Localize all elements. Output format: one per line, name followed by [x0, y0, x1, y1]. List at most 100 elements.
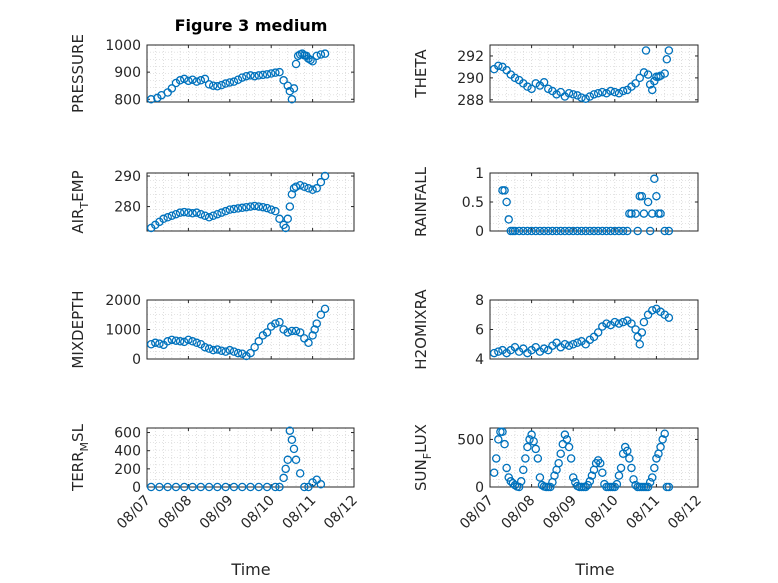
data-point [664, 313, 674, 322]
data-point [539, 78, 549, 87]
data-point [204, 213, 214, 222]
data-point [618, 317, 628, 327]
data-point [623, 226, 632, 236]
y-axis-label-subscript: T [78, 202, 91, 210]
data-point [293, 51, 303, 61]
y-axis-label: AIRTEMP [69, 170, 91, 233]
data-point [531, 444, 541, 454]
data-point [254, 482, 264, 492]
y-tick-label: 292 [457, 49, 484, 65]
data-point [641, 46, 651, 55]
data-point [568, 339, 578, 349]
data-point [548, 226, 557, 236]
data-point [660, 69, 669, 78]
data-point [550, 471, 559, 480]
data-point [573, 338, 582, 348]
data-point [585, 477, 595, 486]
y-axis-label: PRESSURE [69, 34, 87, 113]
data-point [167, 84, 177, 93]
subplot-mixdepth: 0 1000 2000 MIXDEPTH [69, 290, 355, 369]
data-point [514, 482, 524, 492]
data-point [533, 454, 543, 463]
data-point [312, 51, 321, 61]
data-point [275, 482, 284, 492]
data-point [213, 482, 222, 492]
data-point [308, 331, 317, 340]
data-point [250, 71, 259, 81]
data-point [163, 88, 172, 97]
y-tick-label: 288 [457, 93, 484, 109]
data-point [643, 197, 653, 207]
data-point [639, 68, 649, 77]
data-point [146, 95, 156, 104]
data-point [519, 465, 528, 475]
data-point [556, 449, 565, 458]
data-point [546, 482, 555, 492]
data-point [527, 84, 536, 94]
data-point [289, 444, 299, 454]
data-point [312, 319, 321, 328]
subplot-h2omixra: 4 6 8 H2OMIXRA [412, 289, 699, 370]
figure-title: Figure 3 medium [175, 16, 328, 35]
data-point [625, 454, 634, 463]
data-point [564, 226, 574, 236]
data-point [510, 226, 520, 236]
data-point [660, 429, 669, 438]
data-point [213, 82, 222, 91]
data-point [184, 208, 193, 217]
subplot-theta: 288 290 292 THETA [412, 44, 699, 109]
data-point [217, 80, 226, 90]
y-tick-label: 400 [114, 444, 141, 460]
data-point [300, 182, 309, 191]
data-point [217, 346, 226, 355]
y-tick-label: 4 [475, 352, 484, 368]
data-point [602, 88, 611, 98]
data-point [308, 57, 317, 66]
data-point [514, 226, 524, 236]
data-point [163, 482, 172, 492]
data-point [254, 337, 264, 346]
data-point [271, 68, 280, 77]
y-tick-label: 1 [475, 166, 484, 182]
data-point [208, 211, 218, 220]
data-point [602, 226, 611, 236]
data-point [310, 325, 319, 334]
data-point [645, 477, 655, 487]
data-point [285, 202, 295, 211]
data-point [225, 78, 235, 87]
y-axis-label-main: AIR [69, 209, 87, 234]
data-point [652, 191, 661, 201]
data-point [643, 482, 653, 492]
data-point [275, 317, 284, 327]
data-point [320, 171, 330, 181]
data-point [155, 482, 164, 492]
data-point [525, 435, 534, 444]
data-point [208, 81, 218, 90]
data-point [180, 337, 189, 347]
data-point [552, 90, 561, 99]
data-point [254, 71, 264, 80]
data-point [560, 226, 570, 236]
data-point [664, 482, 674, 492]
x-tick-label: 08/12 [665, 493, 705, 533]
data-point [297, 49, 307, 58]
data-point [221, 347, 230, 356]
data-point [192, 338, 201, 348]
data-point [200, 342, 210, 352]
data-point [200, 211, 210, 220]
data-point [279, 76, 288, 85]
data-point [494, 61, 503, 71]
data-point [229, 204, 239, 214]
data-point [266, 69, 276, 78]
data-point [242, 202, 251, 212]
data-point [664, 46, 674, 55]
data-point [647, 209, 657, 218]
y-axis-label-main: RAINFALL [412, 166, 430, 237]
data-point [623, 446, 632, 456]
x-tick-label: 08/09 [197, 493, 237, 533]
data-point [489, 348, 499, 358]
data-point [221, 482, 230, 492]
data-point [531, 79, 541, 88]
y-tick-label: 280 [114, 200, 141, 216]
data-point [516, 477, 526, 486]
